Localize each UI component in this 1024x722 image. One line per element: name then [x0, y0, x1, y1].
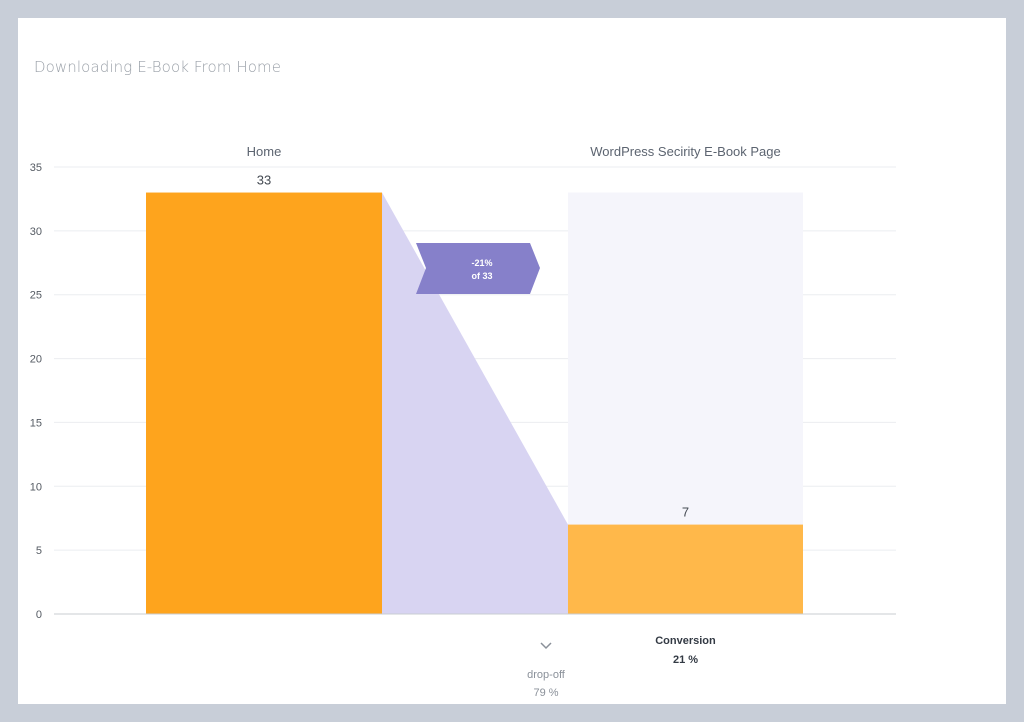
y-tick-label: 30 — [30, 226, 42, 238]
category-label: Home — [247, 144, 282, 159]
category-labels: Home WordPress Secirity E-Book Page — [247, 144, 781, 159]
y-tick-label: 5 — [36, 545, 42, 557]
chart-title: Downloading E-Book From Home — [34, 58, 282, 76]
dropoff-badge-of: of 33 — [471, 271, 492, 281]
dropoff-badge: -21% of 33 — [416, 243, 540, 294]
dropoff-badge-shape — [416, 243, 540, 294]
dropoff-area — [382, 192, 568, 615]
dropoff-badge-percent: -21% — [471, 258, 492, 268]
bars — [146, 192, 803, 615]
bar[interactable] — [568, 524, 803, 614]
y-tick-label: 25 — [30, 290, 42, 302]
bar[interactable] — [146, 192, 382, 615]
chart-card: Downloading E-Book From Home 0 5 10 15 20 25 3… — [18, 18, 1006, 704]
dropoff-value: 79 % — [533, 687, 558, 699]
conversion-value: 21 % — [673, 654, 698, 666]
y-tick-label: 15 — [30, 417, 42, 429]
dropoff-label: drop-off — [527, 669, 566, 681]
value-label: 33 — [257, 173, 271, 188]
y-axis-ticks: 0 5 10 15 20 25 30 35 — [30, 162, 42, 621]
y-tick-label: 0 — [36, 609, 42, 621]
y-tick-label: 35 — [30, 162, 42, 174]
value-labels: 33 7 — [257, 173, 689, 520]
conversion-label: Conversion — [655, 635, 716, 647]
y-tick-label: 20 — [30, 354, 42, 366]
value-label: 7 — [682, 505, 689, 520]
y-tick-label: 10 — [30, 481, 42, 493]
chevron-down-icon[interactable] — [540, 642, 552, 650]
category-label: WordPress Secirity E-Book Page — [590, 144, 781, 159]
funnel-chart: 0 5 10 15 20 25 30 35 Home WordPress Secirity E-… — [30, 144, 896, 699]
